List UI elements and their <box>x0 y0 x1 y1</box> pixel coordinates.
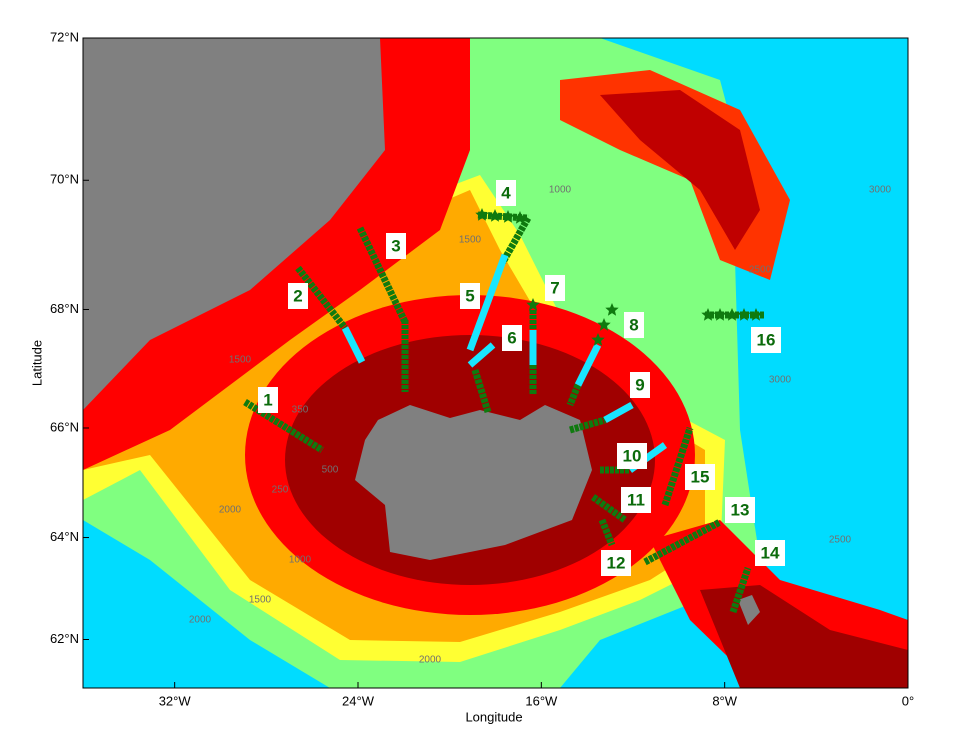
contour-label: 3000 <box>869 185 892 196</box>
section-track-partial <box>466 253 509 352</box>
section-track-partial <box>574 343 602 387</box>
section-label-box <box>258 387 278 413</box>
section-label: 13 <box>731 500 750 519</box>
contour-label: 1500 <box>249 595 272 606</box>
section-label: 2 <box>293 286 302 305</box>
x-tick-label: 32°W <box>159 693 192 708</box>
station-star <box>737 308 751 321</box>
section-label: 9 <box>635 375 644 394</box>
section-label: 1 <box>263 390 272 409</box>
station-star <box>591 333 605 346</box>
contour-label: 1000 <box>289 555 312 566</box>
station-star <box>526 298 540 311</box>
section-label: 16 <box>757 330 776 349</box>
section-label-box <box>755 540 785 566</box>
section-track <box>729 566 752 614</box>
contour-label: 2500 <box>749 265 772 276</box>
section-track <box>598 518 616 547</box>
x-axis-label: Longitude <box>465 709 522 724</box>
x-tick-label: 16°W <box>525 693 558 708</box>
section-label: 3 <box>391 236 400 255</box>
section-label-box <box>621 487 651 513</box>
section-label: 10 <box>623 446 642 465</box>
section-label: 7 <box>550 278 559 297</box>
y-tick-label: 64°N <box>50 529 79 544</box>
x-tick-label: 24°W <box>342 693 375 708</box>
y-tick-label: 62°N <box>50 631 79 646</box>
section-label-box <box>601 550 631 576</box>
station-star <box>725 308 739 321</box>
station-star <box>597 318 611 331</box>
section-label-box <box>624 312 644 338</box>
contour-label: 1000 <box>549 185 572 196</box>
x-tick-label: 0° <box>902 693 914 708</box>
contour-label: 2000 <box>219 505 242 516</box>
contour-label: 500 <box>322 465 339 476</box>
station-star <box>713 308 727 321</box>
contour-label: 2000 <box>419 655 442 666</box>
section-label-box <box>545 275 565 301</box>
section-label-box <box>502 325 522 351</box>
station-star <box>749 308 763 321</box>
section-track <box>471 368 492 414</box>
contour-label: 2000 <box>189 615 212 626</box>
section-track <box>243 399 324 453</box>
section-label-box <box>685 464 715 490</box>
section-track <box>590 494 628 523</box>
section-track <box>566 383 582 407</box>
section-label-box <box>386 233 406 259</box>
y-axis-label: Latitude <box>29 340 44 386</box>
section-label-box <box>751 327 781 353</box>
section-label: 15 <box>691 467 710 486</box>
section-track <box>356 226 409 324</box>
contour-label: 3000 <box>769 375 792 386</box>
contour-label: 2500 <box>829 535 852 546</box>
plot-frame <box>82 37 909 689</box>
station-star <box>605 303 619 316</box>
section-track-partial <box>467 342 496 368</box>
section-track <box>569 416 606 434</box>
bathymetry <box>83 38 908 688</box>
station-star <box>501 210 515 223</box>
section-track <box>643 518 722 566</box>
section-label: 12 <box>607 553 626 572</box>
section-label: 4 <box>501 183 511 202</box>
section-track <box>661 426 694 507</box>
contour-label: 1500 <box>229 355 252 366</box>
x-tick-label: 8°W <box>712 693 737 708</box>
section-label-box <box>630 372 650 398</box>
y-tick-label: 68°N <box>50 301 79 316</box>
section-track <box>295 265 348 331</box>
section-label: 14 <box>761 543 780 562</box>
station-star <box>701 308 715 321</box>
contour-label: 350 <box>292 405 309 416</box>
section-track-partial <box>341 326 366 364</box>
section-label: 6 <box>507 328 516 347</box>
station-star <box>513 211 527 224</box>
section-label: 8 <box>629 315 638 334</box>
station-star <box>488 209 502 222</box>
y-tick-label: 66°N <box>50 419 79 434</box>
contour-label: 250 <box>272 485 289 496</box>
section-track-partial <box>603 401 634 424</box>
section-label-box <box>496 180 516 206</box>
section-track <box>499 216 532 264</box>
section-label: 5 <box>465 286 474 305</box>
y-tick-label: 72°N <box>50 29 79 44</box>
y-tick-label: 70°N <box>50 172 79 187</box>
contour-label: 1500 <box>459 235 482 246</box>
section-label-box <box>617 443 647 469</box>
section-label: 11 <box>627 490 645 509</box>
section-label-box <box>288 283 308 309</box>
station-star <box>475 208 489 221</box>
section-label-box <box>460 283 480 309</box>
section-label-box <box>725 497 755 523</box>
